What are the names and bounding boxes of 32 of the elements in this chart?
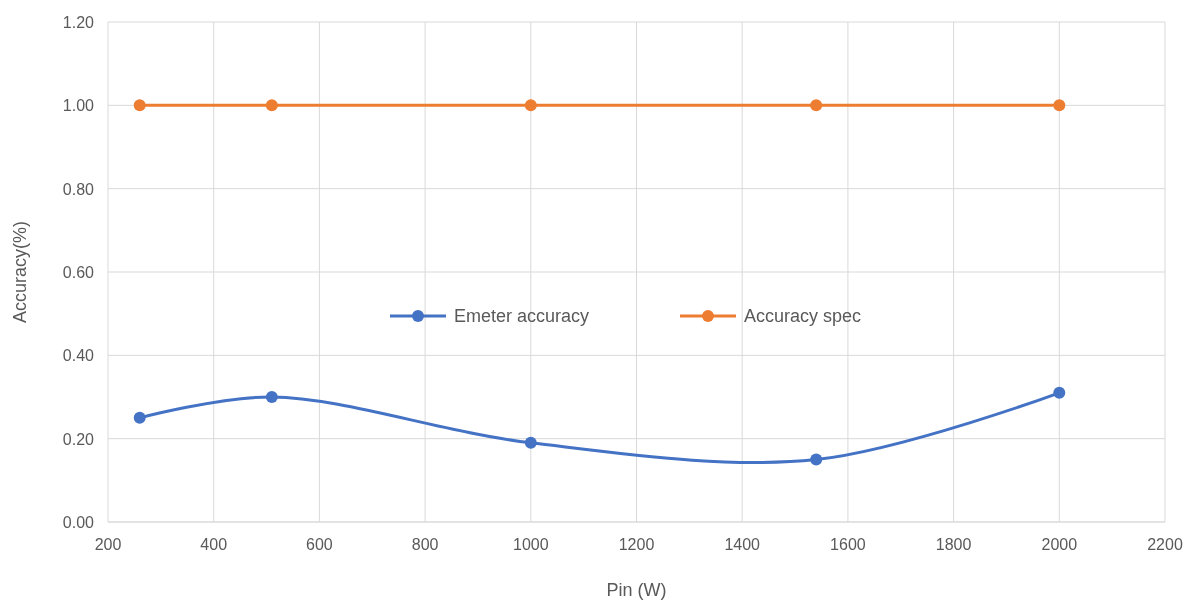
y-tick-label: 0.00 bbox=[62, 514, 95, 531]
point bbox=[265, 391, 278, 403]
point bbox=[133, 411, 146, 424]
y-tick-label: 0.40 bbox=[62, 347, 95, 365]
point bbox=[265, 99, 278, 112]
x-tick-label: 600 bbox=[306, 536, 333, 553]
legend-label: Emeter accuracy bbox=[454, 306, 590, 326]
x-axis-title: Pin (W) bbox=[606, 580, 667, 600]
point bbox=[1053, 386, 1066, 399]
y-tick-label: 0.20 bbox=[62, 430, 95, 448]
point bbox=[810, 99, 823, 112]
y-tick-label: 0.60 bbox=[62, 264, 95, 281]
legend-label: Accuracy spec bbox=[744, 306, 862, 326]
y-tick-label: 1.20 bbox=[62, 14, 95, 31]
point bbox=[810, 453, 823, 466]
x-tick-label: 1600 bbox=[830, 536, 866, 553]
x-tick-label: 1200 bbox=[618, 536, 655, 553]
point bbox=[133, 99, 146, 112]
x-tick-label: 200 bbox=[94, 536, 122, 553]
x-tick-label: 1400 bbox=[724, 536, 761, 553]
y-tick-label: 1.00 bbox=[62, 97, 95, 115]
point bbox=[524, 436, 537, 449]
x-tick-label: 1800 bbox=[935, 536, 972, 553]
y-tick-label: 0.80 bbox=[62, 180, 95, 198]
x-tick-label: 2000 bbox=[1041, 536, 1078, 553]
point bbox=[1053, 99, 1066, 112]
x-tick-label: 400 bbox=[200, 536, 228, 553]
x-tick-label: 800 bbox=[411, 536, 439, 553]
y-axis-title: Accuracy(%) bbox=[10, 220, 30, 324]
point bbox=[524, 99, 537, 112]
x-tick-label: 2200 bbox=[1147, 536, 1183, 553]
x-tick-label: 1000 bbox=[513, 536, 549, 553]
